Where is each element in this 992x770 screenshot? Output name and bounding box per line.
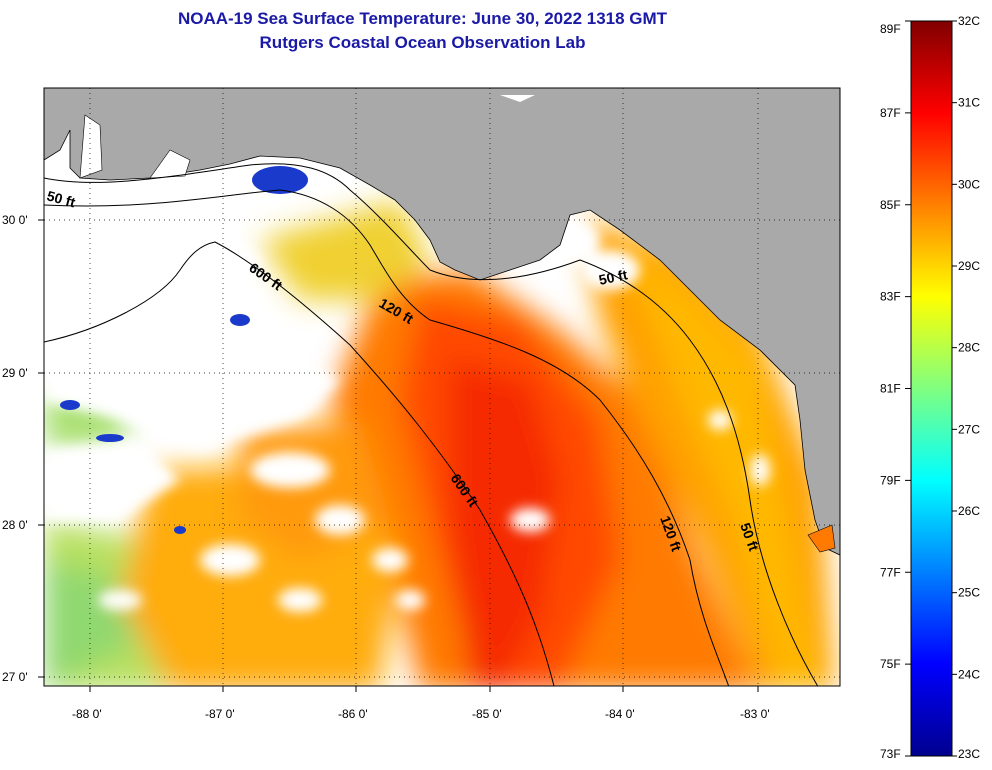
map-frame (43, 87, 841, 687)
colorbar-c-label: 27C (958, 422, 980, 436)
colorbar-c-label: 30C (958, 177, 980, 191)
colorbar-c-label: 32C (958, 14, 980, 28)
colorbar-f-label: 77F (880, 565, 901, 579)
colorbar-c-label: 24C (958, 667, 980, 681)
lat-tick-label: 30 0' (2, 213, 28, 227)
depth-contours (44, 163, 819, 686)
colorbar-c-label: 23C (958, 747, 980, 761)
sst-field (44, 200, 835, 686)
colorbar-f-label: 83F (880, 290, 901, 304)
lon-tick-label: -85 0' (472, 707, 502, 721)
colorbar-f-label: 79F (880, 473, 901, 487)
lat-tick-label: 29 0' (2, 366, 28, 380)
colorbar-c-label: 31C (958, 96, 980, 110)
lon-tick-label: -83 0' (740, 707, 770, 721)
colorbar-f-label: 89F (880, 22, 901, 36)
map-subtitle: Rutgers Coastal Ocean Observation Lab (259, 33, 586, 52)
colorbar-gradient (910, 20, 953, 757)
contour-label: 50 ft (597, 266, 629, 288)
lon-tick-label: -84 0' (605, 707, 635, 721)
colorbar-f-label: 75F (880, 657, 901, 671)
lon-tick-label: -87 0' (205, 707, 235, 721)
colorbar-f-label: 85F (880, 198, 901, 212)
colorbar-f-label: 81F (880, 382, 901, 396)
colorbar-c-label: 26C (958, 504, 980, 518)
lon-tick-label: -86 0' (338, 707, 368, 721)
colorbar-f-label: 73F (880, 747, 901, 761)
lon-tick-label: -88 0' (72, 707, 102, 721)
lat-tick-label: 27 0' (2, 670, 28, 684)
map-title: NOAA-19 Sea Surface Temperature: June 30… (177, 9, 668, 28)
contour-label: 50 ft (45, 187, 77, 210)
land-mass (44, 88, 840, 556)
colorbar-c-label: 29C (958, 259, 980, 273)
colorbar-c-label: 25C (958, 586, 980, 600)
cold-patches (60, 166, 308, 534)
colorbar-c-label: 28C (958, 341, 980, 355)
colorbar-f-label: 87F (880, 106, 901, 120)
sst-map: 50 ft 600 ft 120 ft 50 ft 600 ft 120 ft … (2, 87, 841, 721)
lat-tick-label: 28 0' (2, 518, 28, 532)
